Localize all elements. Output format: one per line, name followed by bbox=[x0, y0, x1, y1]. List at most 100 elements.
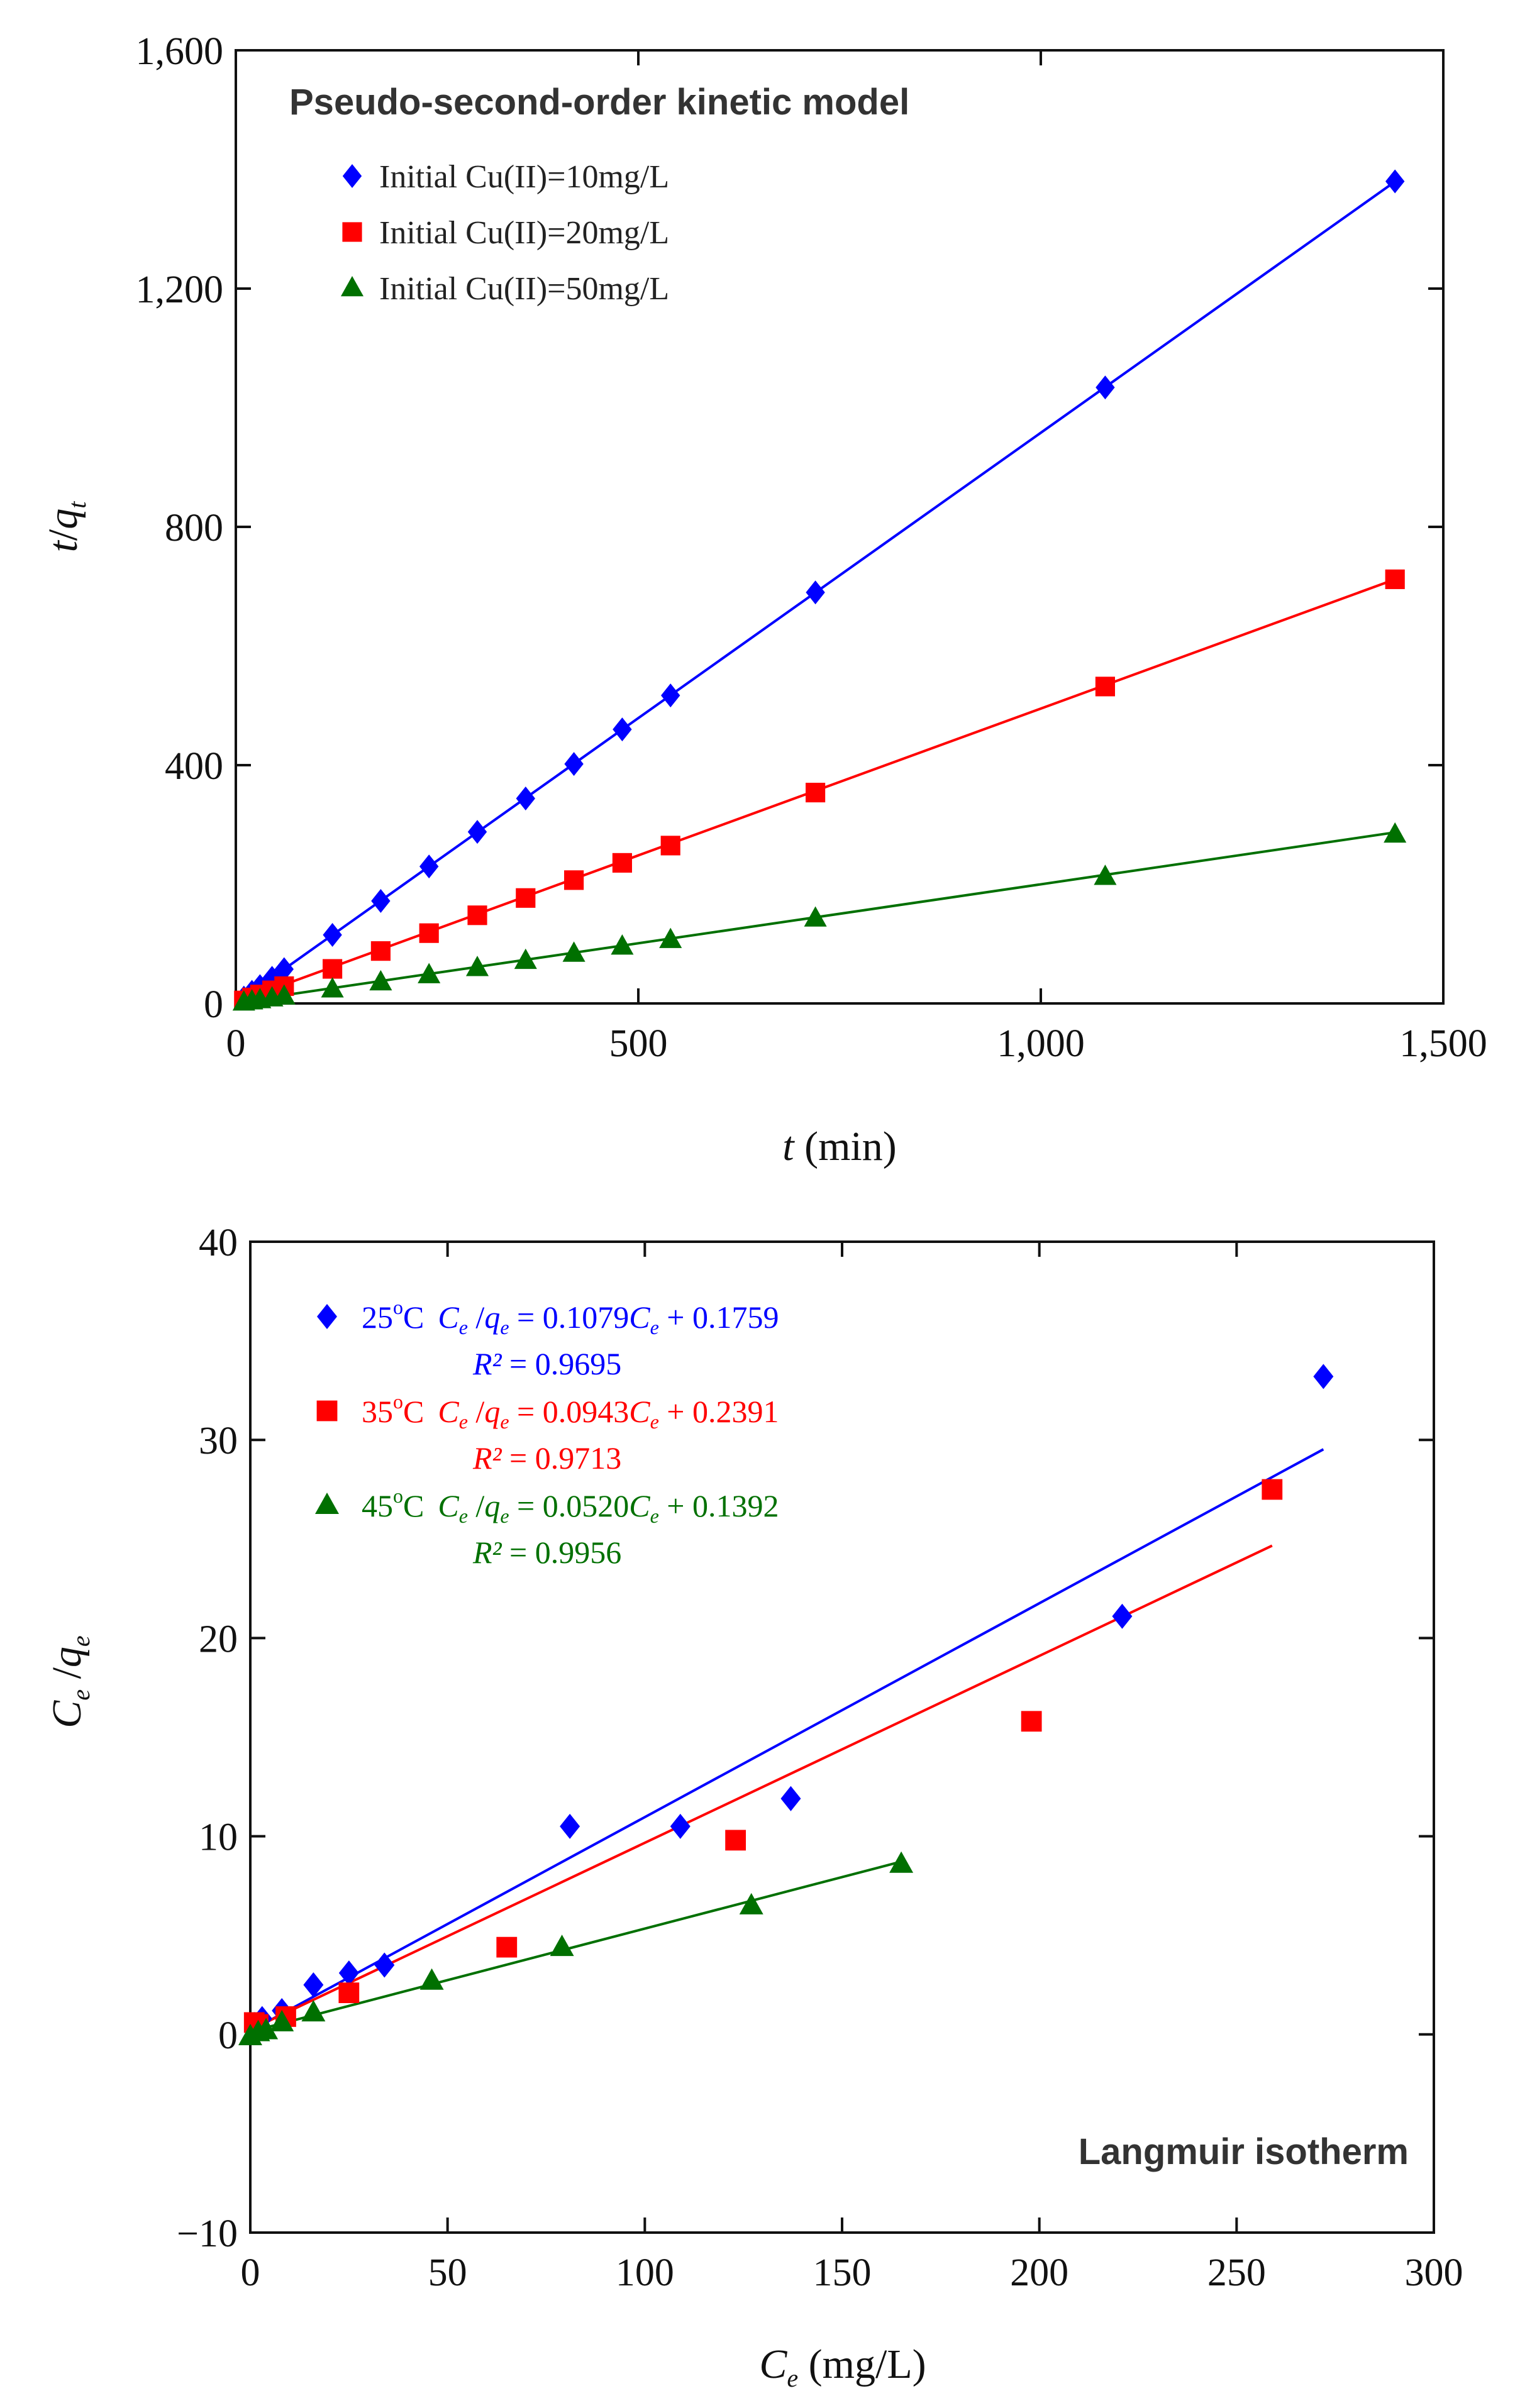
legend-eq-35c: 35oC Ce /qe = 0.0943Ce + 0.2391 bbox=[362, 1390, 779, 1433]
data-point-diamond bbox=[806, 580, 825, 605]
data-point-triangle bbox=[889, 1851, 914, 1873]
data-point-triangle bbox=[418, 963, 441, 983]
data-point-triangle bbox=[270, 2009, 294, 2031]
y-tick-label: 0 bbox=[204, 983, 223, 1026]
kinetic-chart: 0 500 1,000 1,500 0 400 800 1,200 1,600 Pseudo-s… bbox=[40, 30, 1487, 1169]
y-tick-label: 10 bbox=[199, 1816, 238, 1859]
data-point-triangle bbox=[321, 977, 344, 998]
langmuir-x-axis-label: Ce (mg/L) bbox=[759, 2341, 926, 2392]
legend-label-50mg: Initial Cu(II)=50mg/L bbox=[379, 271, 669, 307]
data-point-diamond bbox=[564, 752, 584, 776]
langmuir-plot-frame bbox=[249, 1240, 1435, 2234]
data-point-diamond bbox=[419, 854, 439, 879]
legend-r2-35c: R² = 0.9713 bbox=[472, 1440, 621, 1476]
x-tick-label: 200 bbox=[1010, 2251, 1068, 2294]
data-point-diamond bbox=[1385, 169, 1405, 194]
data-point-diamond bbox=[1313, 1364, 1334, 1389]
data-point-triangle bbox=[465, 956, 489, 976]
data-point-diamond bbox=[323, 923, 342, 947]
data-point-diamond bbox=[1112, 1603, 1133, 1629]
kinetic-title: Pseudo-second-order kinetic model bbox=[289, 82, 909, 123]
x-tick-label: 300 bbox=[1405, 2251, 1463, 2294]
data-point-square bbox=[323, 959, 343, 979]
data-point-square bbox=[564, 870, 584, 890]
x-tick-label: 1,000 bbox=[997, 1022, 1085, 1065]
y-tick-label: 40 bbox=[199, 1222, 238, 1264]
fit-line-diamond bbox=[250, 1448, 1324, 2033]
x-tick-label: 1,500 bbox=[1399, 1022, 1487, 1065]
data-point-diamond bbox=[374, 1952, 395, 1978]
y-tick-label: 400 bbox=[165, 745, 223, 788]
data-point-diamond bbox=[338, 1960, 359, 1986]
data-point-triangle bbox=[739, 1892, 763, 1914]
data-point-diamond bbox=[371, 889, 391, 914]
kinetic-y-axis-label: t/qt bbox=[40, 501, 91, 553]
data-point-triangle bbox=[659, 927, 682, 948]
data-point-triangle bbox=[804, 906, 827, 927]
y-tick-label: −10 bbox=[177, 2212, 238, 2255]
data-point-triangle bbox=[514, 948, 537, 969]
data-point-triangle bbox=[1384, 822, 1407, 843]
kinetic-plot-frame bbox=[235, 49, 1445, 1005]
y-tick-label: 1,200 bbox=[136, 268, 224, 311]
data-point-diamond bbox=[303, 1972, 324, 1997]
y-tick-label: 20 bbox=[199, 1618, 238, 1660]
data-point-diamond bbox=[670, 1813, 691, 1839]
legend-marker-square bbox=[342, 222, 362, 242]
x-tick-label: 250 bbox=[1207, 2251, 1266, 2294]
data-point-diamond bbox=[560, 1813, 580, 1839]
y-tick-label: 0 bbox=[218, 2014, 238, 2057]
data-point-square bbox=[806, 783, 826, 803]
legend-r2-25c: R² = 0.9695 bbox=[472, 1346, 621, 1381]
data-point-square bbox=[1021, 1711, 1042, 1732]
legend-eq-25c: 25oC Ce /qe = 0.1079Ce + 0.1759 bbox=[362, 1296, 779, 1339]
x-tick-label: 0 bbox=[241, 2251, 260, 2294]
x-tick-label: 500 bbox=[609, 1022, 668, 1065]
legend-r2-45c: R² = 0.9956 bbox=[472, 1535, 621, 1570]
data-point-diamond bbox=[1096, 375, 1115, 400]
data-point-triangle bbox=[369, 969, 392, 991]
data-point-square bbox=[1262, 1479, 1283, 1500]
data-point-diamond bbox=[274, 957, 294, 981]
data-point-triangle bbox=[272, 984, 296, 1005]
langmuir-title: Langmuir isotherm bbox=[1079, 2131, 1409, 2172]
data-point-triangle bbox=[562, 941, 585, 962]
legend-marker-diamond bbox=[317, 1304, 337, 1329]
data-point-square bbox=[370, 941, 391, 961]
data-point-diamond bbox=[780, 1786, 801, 1811]
x-tick-label: 0 bbox=[226, 1022, 246, 1065]
langmuir-fit-lines bbox=[250, 1448, 1324, 2033]
y-tick-label: 30 bbox=[199, 1420, 238, 1462]
legend-label-10mg: Initial Cu(II)=10mg/L bbox=[379, 159, 669, 195]
data-point-triangle bbox=[301, 2000, 326, 2022]
data-point-square bbox=[338, 1982, 360, 2004]
data-point-square bbox=[467, 905, 487, 925]
kinetic-x-axis-label: t (min) bbox=[782, 1124, 896, 1169]
y-tick-label: 800 bbox=[165, 507, 223, 550]
langmuir-points bbox=[238, 1364, 1334, 2045]
data-point-triangle bbox=[419, 1968, 444, 1990]
data-point-diamond bbox=[661, 683, 680, 708]
kinetic-legend-markers bbox=[340, 164, 364, 297]
legend-marker-diamond bbox=[342, 164, 362, 188]
data-point-square bbox=[612, 853, 632, 873]
legend-label-20mg: Initial Cu(II)=20mg/L bbox=[379, 215, 669, 251]
data-point-square bbox=[1095, 677, 1115, 697]
kinetic-legend: Initial Cu(II)=10mg/L Initial Cu(II)=20m… bbox=[340, 159, 669, 307]
data-point-square bbox=[1385, 569, 1405, 589]
legend-marker-triangle bbox=[315, 1493, 339, 1514]
y-tick-label: 1,600 bbox=[136, 30, 224, 73]
kinetic-ticks: 0 500 1,000 1,500 0 400 800 1,200 1,600 bbox=[136, 30, 1487, 1065]
data-point-diamond bbox=[467, 820, 487, 844]
data-point-triangle bbox=[254, 2018, 279, 2040]
x-tick-label: 50 bbox=[428, 2251, 467, 2294]
data-point-triangle bbox=[550, 1935, 574, 1957]
legend-eq-45c: 45oC Ce /qe = 0.0520Ce + 0.1392 bbox=[362, 1484, 779, 1527]
data-point-square bbox=[496, 1936, 518, 1958]
kinetic-points bbox=[232, 169, 1407, 1011]
data-point-triangle bbox=[611, 934, 634, 955]
x-tick-label: 100 bbox=[616, 2251, 674, 2294]
